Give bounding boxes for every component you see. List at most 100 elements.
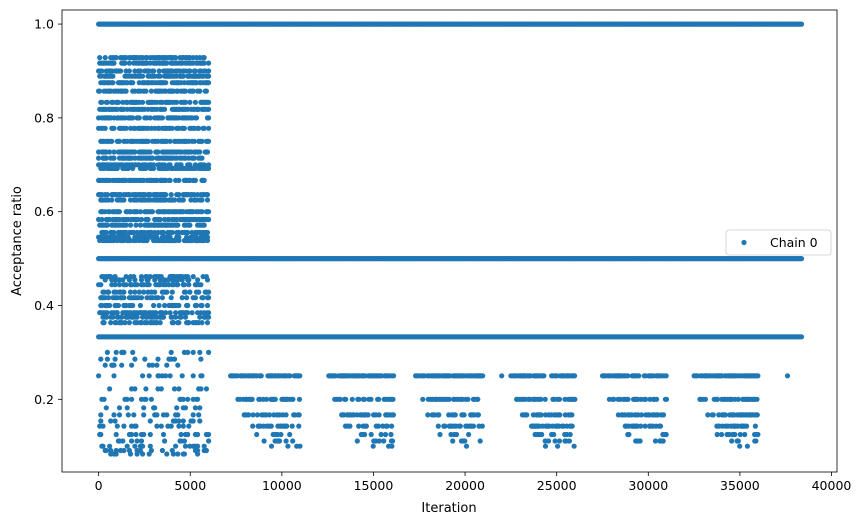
data-point	[143, 88, 149, 94]
data-point	[572, 373, 578, 379]
data-point	[714, 396, 721, 402]
data-point	[660, 412, 667, 418]
data-point	[744, 423, 750, 429]
plot-frame	[61, 9, 838, 473]
data-point	[389, 423, 395, 429]
data-point	[159, 115, 165, 121]
data-point	[182, 88, 189, 94]
data-point	[197, 149, 203, 155]
data-point	[164, 60, 170, 66]
data-point	[663, 431, 669, 438]
data-point	[154, 423, 160, 429]
data-point	[147, 431, 153, 438]
data-point	[737, 443, 743, 449]
data-point	[199, 138, 205, 144]
data-point	[435, 423, 441, 429]
data-point	[337, 396, 343, 402]
data-point	[190, 412, 196, 418]
data-point	[113, 55, 119, 61]
data-point	[145, 216, 151, 223]
data-point	[201, 222, 207, 228]
data-point	[148, 88, 154, 94]
data-point	[132, 149, 138, 155]
data-point	[206, 106, 212, 112]
data-point	[196, 125, 202, 131]
data-point	[637, 438, 643, 444]
data-point	[164, 289, 170, 295]
data-point	[182, 99, 189, 105]
data-point	[168, 349, 174, 355]
data-point	[102, 55, 108, 61]
data-point	[201, 125, 207, 131]
data-point	[359, 373, 366, 379]
data-point	[268, 423, 274, 429]
data-point	[162, 438, 168, 444]
data-point	[186, 423, 192, 429]
data-point	[138, 216, 145, 223]
data-point	[132, 443, 138, 449]
data-point	[104, 349, 110, 355]
data-point	[104, 310, 110, 316]
data-point	[556, 396, 563, 402]
data-point	[390, 412, 396, 418]
data-point	[138, 438, 145, 444]
data-point	[120, 277, 126, 283]
data-point	[163, 80, 169, 86]
y-tick-label: 0.4	[34, 298, 54, 313]
data-point	[96, 155, 102, 161]
x-tick-label: 15000	[354, 478, 394, 493]
data-point	[755, 431, 761, 438]
data-point	[195, 277, 201, 283]
data-point	[199, 209, 205, 215]
data-point	[109, 138, 115, 144]
data-point	[169, 229, 175, 236]
data-point	[201, 177, 207, 183]
data-point	[167, 373, 173, 379]
data-point	[140, 73, 146, 79]
data-point	[171, 386, 178, 392]
data-point	[753, 438, 759, 444]
data-point	[254, 431, 260, 438]
data-point	[206, 209, 212, 215]
data-point	[453, 431, 460, 438]
data-point	[466, 431, 472, 438]
data-point	[389, 438, 396, 444]
data-point	[104, 99, 110, 105]
data-point	[200, 295, 206, 301]
x-tick-label: 5000	[174, 478, 206, 493]
data-point	[197, 418, 203, 424]
data-point	[173, 443, 179, 449]
data-point	[182, 405, 189, 411]
data-point	[119, 314, 125, 320]
data-point	[206, 431, 212, 438]
data-point	[349, 396, 355, 402]
data-point	[180, 73, 186, 79]
data-point	[173, 314, 179, 320]
data-point	[132, 356, 138, 362]
data-point	[164, 451, 170, 457]
data-point	[129, 396, 135, 402]
data-point	[96, 373, 102, 379]
data-point	[121, 349, 127, 355]
data-point	[384, 423, 390, 429]
data-point	[112, 356, 118, 362]
data-point	[643, 396, 649, 402]
data-point	[178, 431, 184, 438]
legend-marker	[741, 239, 747, 246]
data-point	[450, 438, 456, 444]
data-point	[98, 282, 104, 288]
data-point	[151, 68, 157, 74]
data-point	[652, 438, 659, 444]
data-point	[121, 447, 127, 454]
data-point	[201, 55, 207, 61]
data-point	[290, 438, 296, 444]
data-point	[147, 149, 153, 155]
data-point	[173, 55, 179, 61]
data-point	[569, 412, 575, 418]
data-point	[343, 396, 349, 402]
data-point	[362, 431, 368, 438]
data-point	[171, 356, 178, 362]
data-point	[160, 314, 167, 320]
data-point	[551, 431, 557, 438]
data-point	[127, 222, 134, 228]
